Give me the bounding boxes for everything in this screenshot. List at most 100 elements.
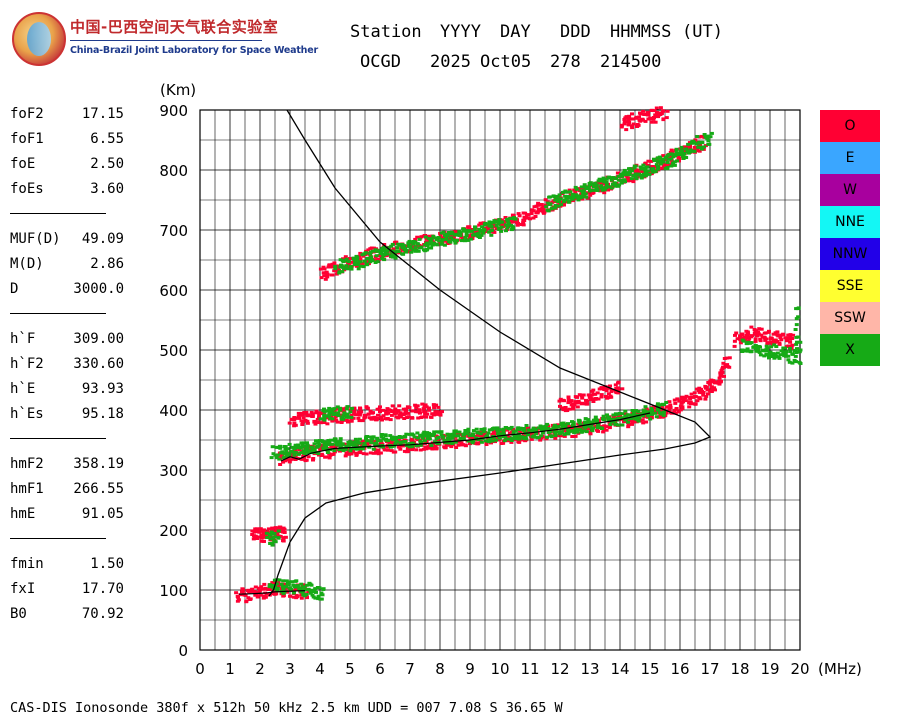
- echo-point: [281, 530, 286, 534]
- echo-point: [512, 219, 516, 223]
- echo-point: [420, 415, 425, 419]
- echo-point: [375, 439, 380, 442]
- echo-point: [664, 116, 669, 120]
- echo-point: [404, 407, 408, 411]
- echo-point: [620, 416, 625, 420]
- echo-point: [778, 336, 783, 340]
- echo-point: [790, 352, 795, 356]
- parameter-group-separator: [10, 213, 106, 214]
- echo-point: [345, 267, 350, 271]
- echo-point: [588, 193, 593, 197]
- echo-point: [320, 593, 325, 597]
- echo-point: [332, 261, 337, 265]
- echo-point: [616, 174, 621, 178]
- echo-point: [487, 230, 492, 234]
- echo-point: [661, 157, 666, 161]
- echo-point: [505, 428, 510, 432]
- echo-point: [352, 407, 357, 411]
- echo-point: [446, 441, 451, 445]
- echo-point: [670, 150, 675, 154]
- echo-point: [672, 410, 677, 413]
- echo-point: [588, 181, 593, 185]
- echo-point: [651, 405, 656, 409]
- echo-point: [293, 588, 298, 591]
- echo-point: [544, 437, 549, 441]
- echo-point: [705, 137, 710, 141]
- echo-point: [296, 411, 301, 415]
- echo-point: [521, 223, 526, 227]
- echo-point: [794, 323, 799, 327]
- echo-point: [629, 413, 633, 417]
- echo-point: [431, 442, 436, 446]
- echo-point: [756, 332, 761, 336]
- echo-point: [332, 407, 337, 411]
- echo-point: [581, 393, 586, 397]
- echo-point: [346, 260, 351, 264]
- echo-point: [256, 586, 261, 590]
- echo-point: [455, 432, 460, 436]
- echo-point: [501, 427, 506, 431]
- echo-point: [551, 426, 556, 430]
- echo-point: [330, 419, 335, 423]
- echo-point: [533, 215, 538, 218]
- echo-point: [258, 527, 263, 531]
- echo-point: [293, 423, 298, 427]
- echo-point: [378, 410, 382, 414]
- echo-point: [765, 342, 770, 346]
- echo-point: [626, 420, 630, 424]
- echo-point: [353, 260, 358, 264]
- echo-point: [650, 167, 655, 171]
- echo-point: [660, 166, 665, 170]
- echo-point: [697, 396, 702, 400]
- echo-point: [344, 451, 349, 455]
- echo-point: [324, 445, 329, 449]
- echo-point: [509, 220, 514, 224]
- parameter-value: 2.50: [90, 156, 124, 172]
- echo-point: [255, 527, 259, 531]
- echo-point: [509, 440, 514, 444]
- echo-point: [636, 419, 641, 423]
- echo-point: [433, 410, 438, 414]
- echo-point: [318, 417, 323, 421]
- echo-point: [609, 176, 614, 180]
- echo-point: [349, 415, 354, 419]
- echo-point: [692, 145, 697, 149]
- echo-point: [709, 385, 714, 389]
- echo-point: [539, 203, 544, 206]
- echo-point: [334, 418, 339, 422]
- echo-point: [677, 152, 682, 155]
- echo-point: [266, 592, 271, 596]
- echo-point: [482, 427, 487, 431]
- echo-point: [684, 145, 689, 149]
- echo-point: [467, 229, 472, 233]
- echo-point: [438, 413, 443, 417]
- echo-point: [435, 243, 440, 247]
- echo-point: [745, 330, 750, 334]
- echo-point: [378, 405, 382, 409]
- echo-point: [300, 423, 305, 426]
- echo-point: [624, 173, 628, 177]
- echo-point: [525, 426, 530, 430]
- legend-item-nne: NNE: [820, 206, 880, 238]
- echo-point: [417, 408, 421, 412]
- echo-point: [310, 415, 315, 418]
- echo-point: [765, 349, 769, 353]
- echo-point: [240, 589, 245, 593]
- echo-point: [626, 423, 631, 427]
- header-label-day: DAY: [500, 22, 531, 42]
- echo-point: [268, 588, 273, 591]
- echo-point: [348, 257, 352, 260]
- echo-point: [725, 363, 730, 367]
- echo-point: [286, 582, 291, 586]
- echo-point: [263, 595, 268, 599]
- echo-point: [329, 415, 334, 419]
- echo-point: [605, 413, 609, 417]
- echo-point: [543, 424, 548, 428]
- echo-point: [371, 411, 375, 415]
- echo-point: [269, 456, 274, 460]
- echo-point: [492, 430, 497, 433]
- echo-point: [577, 401, 582, 405]
- echo-point: [358, 260, 363, 264]
- echo-point: [341, 407, 346, 411]
- header-label-time: HHMMSS: [610, 22, 672, 42]
